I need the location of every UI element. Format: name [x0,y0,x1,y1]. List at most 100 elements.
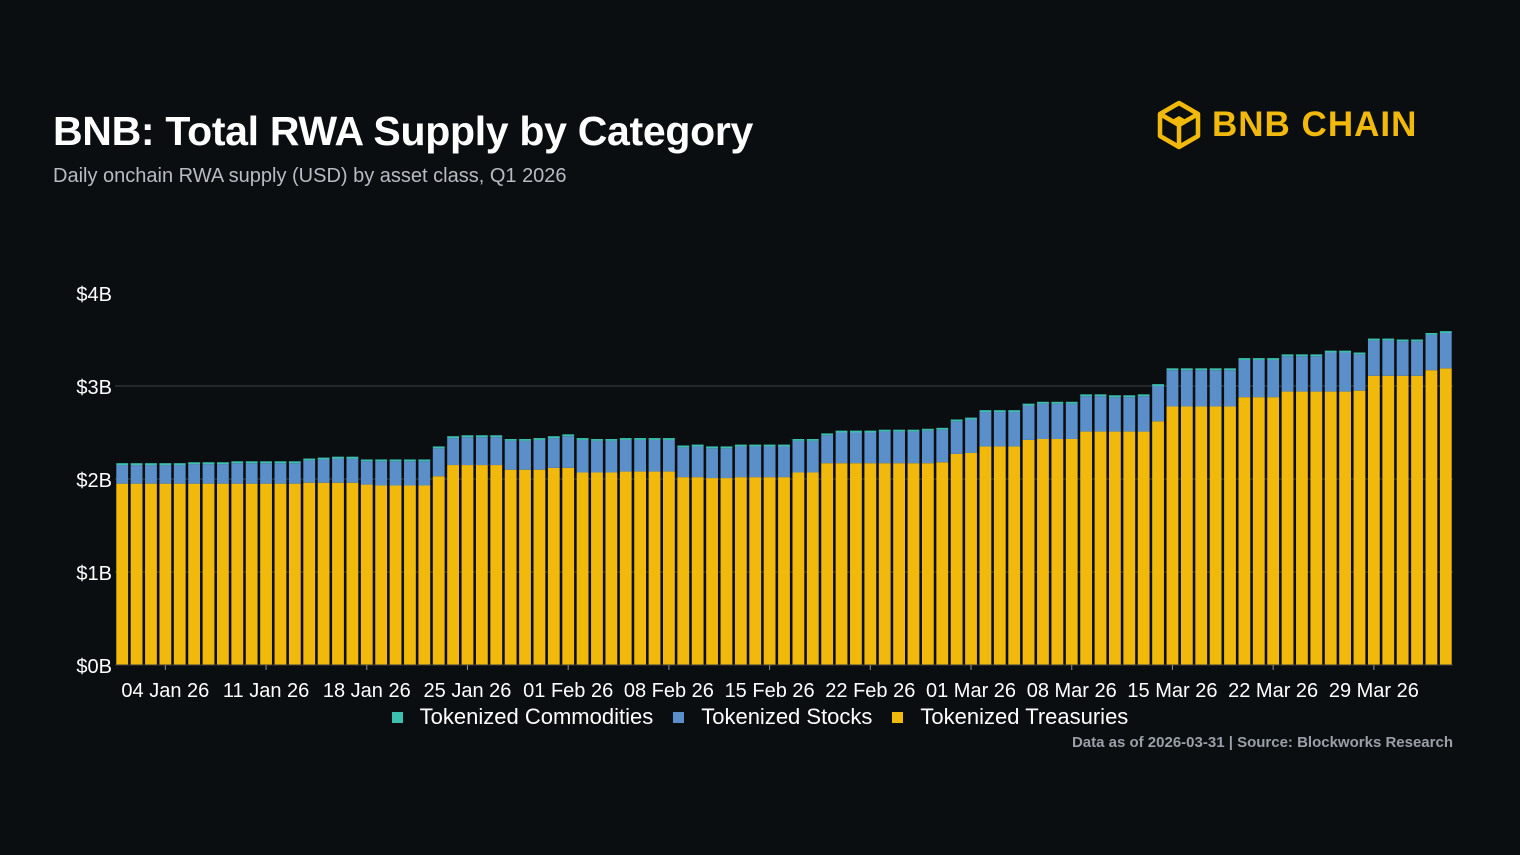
bar-segment-tokenized-stocks [720,448,733,479]
bar-segment-tokenized-treasuries [1281,391,1294,665]
bar-segment-tokenized-stocks [145,465,157,484]
bar-segment-tokenized-treasuries [979,446,992,665]
bar-segment-tokenized-stocks [1166,370,1179,407]
bar-segment-tokenized-commodities [1296,354,1308,357]
bar-segment-tokenized-stocks [389,461,402,486]
bar-segment-tokenized-stocks [850,432,862,464]
bar-segment-tokenized-commodities [677,445,690,448]
bar-segment-tokenized-commodities [260,461,272,464]
bar-segment-tokenized-commodities [979,410,992,413]
x-tick-label: 08 Feb 26 [624,680,714,700]
bar-segment-tokenized-treasuries [418,485,431,665]
bar-segment-tokenized-treasuries [202,483,215,665]
bar-segment-tokenized-commodities [1382,338,1395,341]
bar-segment-tokenized-treasuries [461,465,474,665]
bar-segment-tokenized-treasuries [1180,406,1193,665]
bar-segment-tokenized-commodities [303,458,316,461]
x-tick-label: 01 Mar 26 [926,680,1016,700]
bar-segment-tokenized-treasuries [1439,368,1452,665]
bar-segment-tokenized-commodities [461,435,474,438]
x-tick-label: 15 Feb 26 [725,680,815,700]
bar-segment-tokenized-treasuries [1195,406,1208,665]
bar-segment-tokenized-stocks [1411,341,1423,376]
bar-segment-tokenized-commodities [778,444,790,447]
bar-segment-tokenized-stocks [1367,340,1380,376]
bar-segment-tokenized-stocks [1425,334,1438,371]
bar-segment-tokenized-stocks [706,448,718,479]
bar-segment-tokenized-stocks [1238,359,1251,398]
bar-segment-tokenized-stocks [864,432,877,464]
bar-segment-tokenized-commodities [893,429,905,432]
bar-segment-tokenized-stocks [1137,396,1150,432]
bar-segment-tokenized-commodities [1209,368,1222,371]
bar-segment-tokenized-stocks [893,431,905,464]
bar-segment-tokenized-treasuries [389,485,402,665]
legend-swatch-treasuries [892,711,904,723]
bar-segment-tokenized-commodities [806,439,819,441]
bar-segment-tokenized-stocks [116,465,129,484]
bar-segment-tokenized-commodities [720,446,733,449]
bar-segment-tokenized-stocks [159,465,172,484]
y-tick-label: $3B [76,377,112,399]
bar-segment-tokenized-commodities [231,461,244,464]
bar-segment-tokenized-treasuries [303,482,316,665]
chart-legend: Tokenized Commodities Tokenized Stocks T… [0,704,1520,730]
bar-segment-tokenized-stocks [1123,397,1136,432]
bar-segment-tokenized-commodities [1267,358,1280,360]
bar-segment-tokenized-stocks [1037,403,1049,440]
bar-segment-tokenized-treasuries [806,472,819,665]
bar-segment-tokenized-stocks [734,446,747,478]
bar-segment-tokenized-commodities [504,439,517,441]
x-tick-label: 11 Jan 26 [223,680,309,700]
bar-segment-tokenized-treasuries [145,483,157,665]
bar-segment-tokenized-treasuries [893,463,905,665]
bar-segment-tokenized-treasuries [375,485,388,665]
bar-segment-tokenized-commodities [1396,339,1409,342]
bar-segment-tokenized-stocks [375,461,388,486]
bar-segment-tokenized-commodities [562,434,575,437]
bar-segment-tokenized-commodities [1037,401,1049,404]
bar-segment-tokenized-commodities [1224,368,1236,371]
bar-segment-tokenized-stocks [1224,370,1236,407]
bar-segment-tokenized-commodities [1137,394,1150,397]
bar-segment-tokenized-commodities [432,446,445,449]
bar-segment-tokenized-stocks [691,446,704,478]
legend-swatch-stocks [673,711,685,723]
bar-segment-tokenized-stocks [547,438,560,468]
bar-segment-tokenized-treasuries [936,462,949,665]
bar-segment-tokenized-stocks [677,447,690,478]
bar-segment-tokenized-commodities [533,438,546,440]
bar-segment-tokenized-treasuries [691,477,704,665]
bar-segment-tokenized-stocks [1281,356,1294,392]
bar-segment-tokenized-treasuries [1411,375,1423,665]
bar-segment-tokenized-treasuries [432,476,445,665]
bar-segment-tokenized-commodities [734,444,747,447]
bar-segment-tokenized-commodities [245,461,258,464]
x-tick-label: 22 Mar 26 [1228,680,1318,700]
legend-item-commodities[interactable]: Tokenized Commodities [391,704,653,730]
legend-item-stocks[interactable]: Tokenized Stocks [673,704,872,730]
bar-segment-tokenized-treasuries [360,484,373,665]
bar-segment-tokenized-treasuries [591,472,603,665]
legend-item-treasuries[interactable]: Tokenized Treasuries [892,704,1128,730]
bar-segment-tokenized-treasuries [821,463,834,665]
y-tick-label: $1B [76,563,112,585]
bar-segment-tokenized-commodities [1425,332,1438,335]
bar-segment-tokenized-treasuries [188,483,201,665]
legend-swatch-commodities [391,711,403,723]
bar-segment-tokenized-commodities [1166,368,1179,371]
bar-segment-tokenized-treasuries [1267,397,1280,665]
bar-segment-tokenized-stocks [504,440,517,470]
bar-segment-tokenized-commodities [591,439,603,441]
x-tick-label: 08 Mar 26 [1027,680,1117,700]
bar-segment-tokenized-stocks [317,459,330,483]
bar-segment-tokenized-treasuries [648,471,661,665]
bar-segment-tokenized-stocks [1065,403,1078,440]
bar-segment-tokenized-stocks [432,448,445,477]
bar-segment-tokenized-commodities [763,444,776,447]
bar-segment-tokenized-commodities [706,446,718,449]
bar-segment-tokenized-commodities [317,457,330,460]
bar-segment-tokenized-treasuries [159,483,172,665]
stacked-bar-chart: $0B $1B $2B $3B $4B 04 Jan 26 11 Jan 26 18 Jan … [76,284,1453,700]
bar-segment-tokenized-commodities [1367,338,1380,341]
